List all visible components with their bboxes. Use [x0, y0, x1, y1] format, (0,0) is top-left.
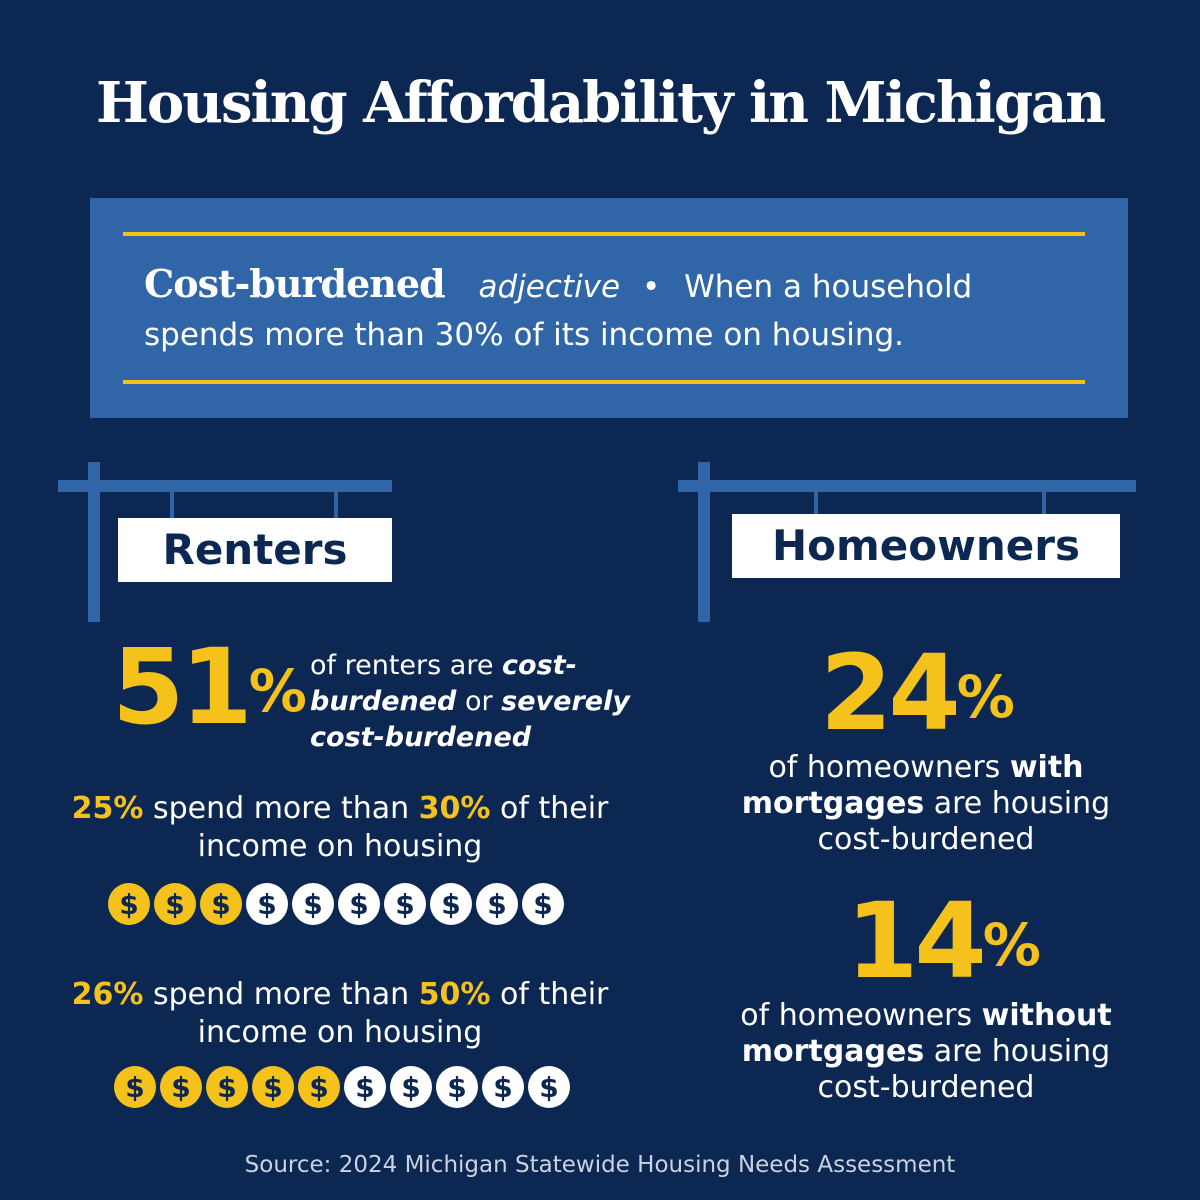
renters-stat-50pct: 26% spend more than 50% of their income …	[71, 977, 609, 1050]
dollar-coin-icon: $	[476, 883, 518, 925]
homeowners-without-mortgage-pct: %	[982, 911, 1041, 979]
renters-headline-stat: 51%	[112, 632, 307, 742]
dollar-coin-icon: $	[482, 1066, 524, 1108]
dollar-coin-filled-icon: $	[114, 1066, 156, 1108]
source-note: Source: 2024 Michigan Statewide Housing …	[244, 1152, 956, 1178]
dollar-coin-filled-icon: $	[108, 883, 150, 925]
dollar-coin-filled-icon: $	[298, 1066, 340, 1108]
dollar-coin-filled-icon: $	[206, 1066, 248, 1108]
page-title: Housing Affordability in Michigan	[96, 70, 1106, 136]
cost-burdened-emphasis: cost-burdened	[310, 650, 577, 717]
homeowners-with-mortgage-value: 24	[820, 632, 961, 754]
homeowners-sign: Homeowners	[732, 514, 1120, 578]
definition-box: Cost-burdened adjective • When a househo…	[90, 198, 1128, 418]
renters-stat-30pct: 25% spend more than 30% of their income …	[71, 791, 609, 864]
dollar-coin-icon: $	[436, 1066, 478, 1108]
homeowners-with-mortgage-pct: %	[956, 663, 1015, 731]
homeowners-with-mortgage-text: of homeowners with mortgages are housing…	[741, 750, 1111, 857]
dollar-coin-filled-icon: $	[154, 883, 196, 925]
definition-meaning: When a household spends more than 30% of…	[144, 269, 973, 353]
renters-headline-value: 51	[112, 626, 253, 748]
homeowners-without-mortgage-stat: 14%	[846, 886, 1041, 996]
definition-bullet: •	[641, 269, 661, 305]
definition-top-rule	[123, 232, 1085, 236]
homeowners-without-mortgage-value: 14	[846, 880, 987, 1002]
dollar-coin-icon: $	[246, 883, 288, 925]
dollar-coin-icon: $	[522, 883, 564, 925]
definition-part-of-speech: adjective	[478, 269, 621, 305]
definition-term: Cost-burdened	[144, 261, 446, 306]
severely-cost-burdened-emphasis: severely cost-burdened	[310, 686, 630, 753]
definition-bottom-rule	[123, 380, 1085, 384]
dollar-coin-icon: $	[430, 883, 472, 925]
dollar-coin-filled-icon: $	[252, 1066, 294, 1108]
homeowners-with-mortgage-stat: 24%	[820, 638, 1015, 748]
renters-headline-pct: %	[248, 657, 307, 725]
dollar-coin-icon: $	[292, 883, 334, 925]
renters-coins-30pct: $ $ $ $ $ $ $ $ $ $	[108, 883, 564, 925]
renters-coins-50pct: $ $ $ $ $ $ $ $ $ $	[114, 1066, 570, 1108]
dollar-coin-icon: $	[344, 1066, 386, 1108]
renters-sign: Renters	[118, 518, 392, 582]
definition-text: Cost-burdened adjective • When a househo…	[144, 260, 1074, 359]
dollar-coin-icon: $	[338, 883, 380, 925]
dollar-coin-icon: $	[528, 1066, 570, 1108]
dollar-coin-icon: $	[384, 883, 426, 925]
homeowners-without-mortgage-text: of homeowners without mortgages are hous…	[740, 998, 1112, 1105]
dollar-coin-filled-icon: $	[160, 1066, 202, 1108]
dollar-coin-filled-icon: $	[200, 883, 242, 925]
dollar-coin-icon: $	[390, 1066, 432, 1108]
renters-headline-text: of renters are cost-burdened or severely…	[310, 650, 630, 753]
